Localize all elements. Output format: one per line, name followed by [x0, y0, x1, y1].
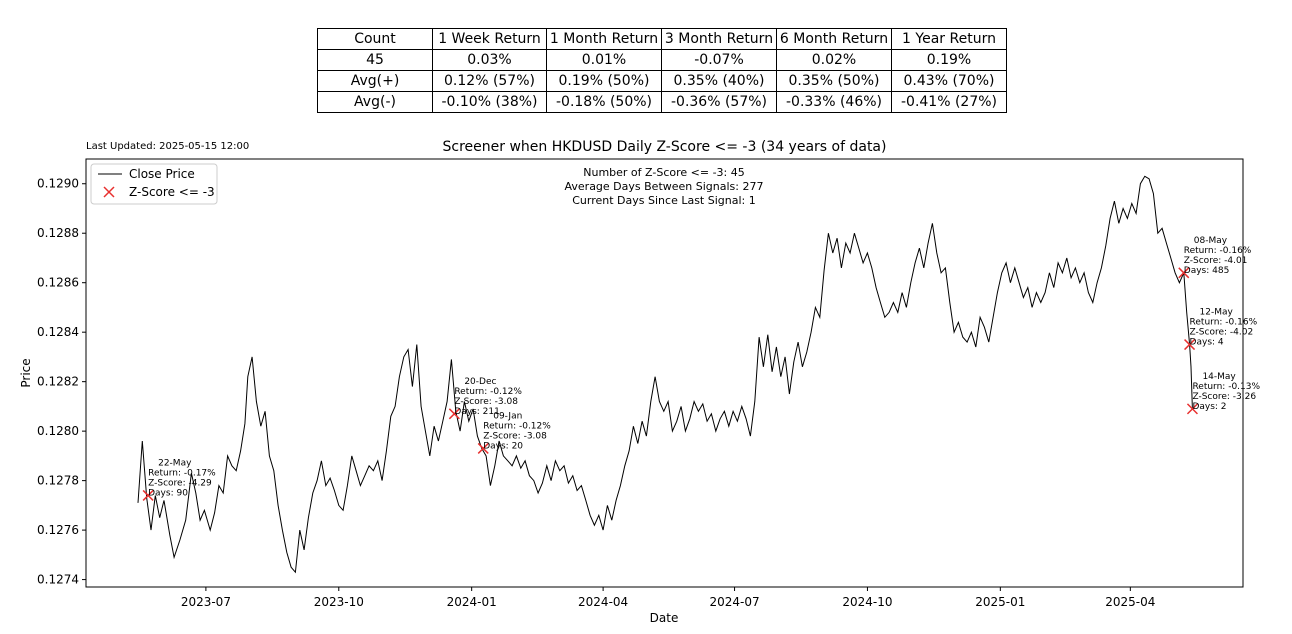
legend-box: [90, 163, 218, 205]
close-price-line: [137, 175, 1193, 574]
signal-return-label: Return: -0.12%: [483, 421, 551, 431]
table-row: Avg(-) -0.10% (38%) -0.18% (50%) -0.36% …: [317, 91, 1007, 113]
y-axis: 0.1274 0.1276 0.1278 0.1280 0.1282 0.1284 0.12…: [37, 177, 86, 587]
table-header-cell: 1 Year Return: [891, 28, 1007, 50]
signal-x-marker: [1184, 339, 1196, 351]
table-cell: 0.43% (70%): [891, 70, 1007, 92]
stats-average-days: Average Days Between Signals: 277: [565, 180, 764, 193]
signal-x-marker: [1178, 267, 1190, 279]
signal-zscore-label: Z-Score: -3.08: [454, 397, 518, 407]
signal-date-label: 08-May: [1194, 236, 1228, 246]
y-tick-label: 0.1284: [37, 325, 79, 339]
y-tick-label: 0.1276: [37, 523, 79, 537]
signal-return-label: Return: -0.16%: [1184, 246, 1252, 256]
legend: Close Price Z-Score <= -3: [90, 163, 218, 205]
signal-return-label: Return: -0.17%: [148, 468, 216, 478]
signal-date-label: 09-Jan: [493, 411, 522, 421]
summary-table: Count 1 Week Return 1 Month Return 3 Mon…: [317, 28, 1007, 113]
y-tick-label: 0.1280: [37, 424, 79, 438]
table-cell: -0.07%: [661, 49, 777, 71]
x-tick-label: 2024-07: [709, 595, 759, 609]
table-header-cell: 6 Month Return: [776, 28, 892, 50]
table-cell: -0.10% (38%): [432, 91, 547, 113]
x-tick-label: 2024-10: [842, 595, 892, 609]
x-tick-label: 2025-04: [1105, 595, 1155, 609]
table-cell: -0.41% (27%): [891, 91, 1007, 113]
signal-days-label: Days: 211: [454, 407, 500, 417]
x-axis: 2023-07 2023-10 2024-01 2024-04 2024-07 2024-…: [181, 587, 1155, 609]
signal-return-label: Return: -0.13%: [1192, 382, 1260, 392]
y-tick-label: 0.1288: [37, 226, 79, 240]
plot-area: [85, 158, 1244, 588]
table-cell: -0.18% (50%): [546, 91, 662, 113]
y-tick-label: 0.1290: [37, 177, 79, 191]
signal-days-label: Days: 2: [1192, 402, 1226, 412]
table-row: Avg(+) 0.12% (57%) 0.19% (50%) 0.35% (40…: [317, 70, 1007, 92]
table-cell: 0.19% (50%): [546, 70, 662, 92]
legend-marker-swatch: [103, 186, 115, 198]
table-header-row: Count 1 Week Return 1 Month Return 3 Mon…: [317, 28, 1007, 50]
table-cell: Avg(+): [317, 70, 433, 92]
x-tick-label: 2023-10: [314, 595, 364, 609]
signal-days-label: Days: 485: [1184, 266, 1230, 276]
signal-days-label: Days: 4: [1190, 338, 1224, 348]
table-cell: 0.35% (40%): [661, 70, 777, 92]
signal-zscore-label: Z-Score: -4.01: [1184, 256, 1248, 266]
stats-count: Number of Z-Score <= -3: 45: [583, 166, 745, 179]
signal-x-marker: [477, 442, 489, 454]
signal-zscore-label: Z-Score: -3.26: [1192, 392, 1256, 402]
signal-x-marker: [1186, 403, 1198, 415]
table-cell: -0.36% (57%): [661, 91, 777, 113]
signal-zscore-label: Z-Score: -4.29: [148, 478, 212, 488]
signal-date-label: 20-Dec: [464, 377, 496, 387]
chart-title: Screener when HKDUSD Daily Z-Score <= -3…: [443, 139, 887, 155]
y-tick-label: 0.1282: [37, 375, 79, 389]
x-axis-label: Date: [650, 611, 679, 625]
table-cell: 0.35% (50%): [776, 70, 892, 92]
legend-label-signal: Z-Score <= -3: [129, 185, 215, 199]
table-cell: Avg(-): [317, 91, 433, 113]
signal-date-label: 22-May: [158, 458, 192, 468]
x-tick-label: 2023-07: [181, 595, 231, 609]
signal-days-label: Days: 20: [483, 441, 523, 451]
signal-days-label: Days: 90: [148, 488, 188, 498]
legend-label-close: Close Price: [129, 167, 195, 181]
y-tick-label: 0.1286: [37, 276, 79, 290]
stats-days-since: Current Days Since Last Signal: 1: [572, 194, 755, 207]
signal-zscore-label: Z-Score: -4.02: [1190, 328, 1254, 338]
x-tick-label: 2024-01: [447, 595, 497, 609]
table-cell: 0.12% (57%): [432, 70, 547, 92]
signal-return-label: Return: -0.12%: [454, 387, 522, 397]
signal-x-marker: [142, 489, 154, 501]
x-tick-label: 2025-01: [975, 595, 1025, 609]
signal-date-label: 14-May: [1202, 372, 1236, 382]
signal-x-marker: [448, 408, 460, 420]
signal-zscore-label: Z-Score: -3.08: [483, 431, 547, 441]
y-axis-label: Price: [19, 358, 33, 387]
y-tick-label: 0.1274: [37, 573, 79, 587]
y-tick-label: 0.1278: [37, 474, 79, 488]
last-updated-label: Last Updated: 2025-05-15 12:00: [86, 141, 250, 152]
signal-date-label: 12-May: [1200, 308, 1234, 318]
x-tick-label: 2024-04: [578, 595, 628, 609]
signal-return-label: Return: -0.16%: [1190, 318, 1258, 328]
